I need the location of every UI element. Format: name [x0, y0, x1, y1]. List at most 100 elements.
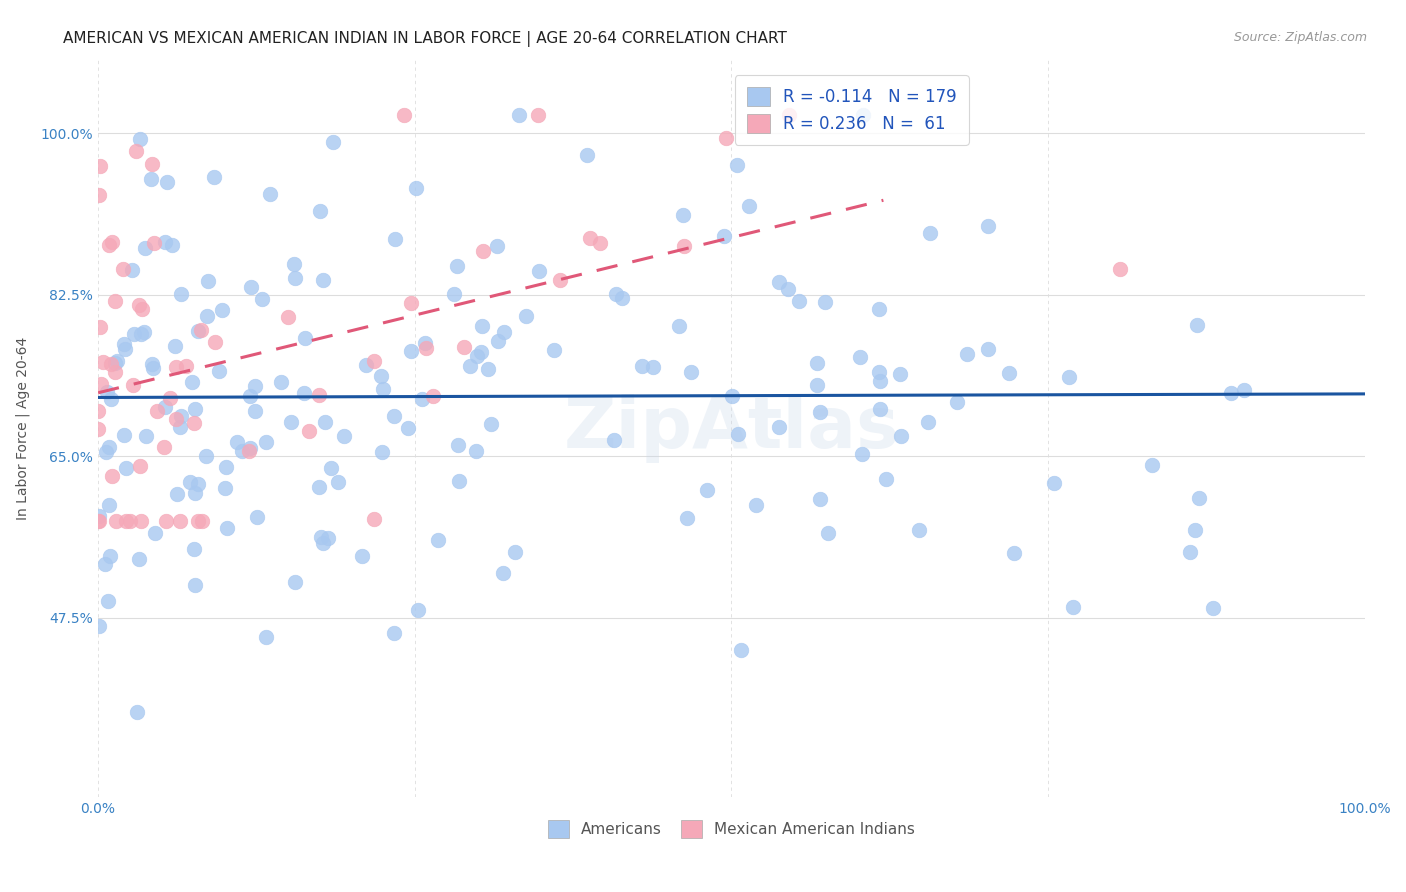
- Point: [589, 235, 612, 250]
- Point: [716, 131, 738, 145]
- Point: [105, 354, 128, 368]
- Point: [449, 474, 471, 488]
- Point: [98, 549, 121, 563]
- Point: [90, 376, 112, 391]
- Point: [956, 347, 979, 361]
- Point: [132, 325, 155, 339]
- Point: [977, 342, 1000, 356]
- Legend: Americans, Mexican American Indians: Americans, Mexican American Indians: [540, 813, 922, 845]
- Point: [308, 480, 330, 494]
- Point: [254, 630, 277, 644]
- Point: [294, 330, 316, 344]
- Point: [141, 156, 163, 170]
- Point: [112, 428, 135, 442]
- Point: [492, 326, 515, 340]
- Point: [284, 575, 307, 590]
- Point: [184, 401, 207, 416]
- Point: [294, 386, 316, 401]
- Point: [308, 388, 330, 402]
- Point: [243, 379, 266, 393]
- Point: [316, 532, 339, 546]
- Point: [87, 514, 110, 528]
- Point: [851, 447, 873, 461]
- Point: [283, 257, 305, 271]
- Point: [104, 356, 127, 370]
- Point: [486, 334, 509, 348]
- Point: [98, 498, 121, 512]
- Point: [254, 435, 277, 450]
- Point: [1109, 262, 1132, 277]
- Point: [238, 389, 260, 403]
- Point: [868, 365, 890, 379]
- Point: [197, 274, 219, 288]
- Point: [889, 367, 911, 381]
- Point: [143, 526, 166, 541]
- Point: [579, 231, 602, 245]
- Point: [464, 443, 486, 458]
- Point: [1184, 523, 1206, 537]
- Point: [112, 262, 135, 277]
- Point: [114, 342, 136, 356]
- Point: [575, 148, 598, 162]
- Point: [492, 566, 515, 580]
- Point: [485, 239, 508, 253]
- Point: [98, 440, 121, 454]
- Point: [806, 356, 828, 370]
- Point: [128, 552, 150, 566]
- Point: [869, 375, 891, 389]
- Point: [515, 309, 537, 323]
- Point: [768, 419, 790, 434]
- Point: [129, 131, 152, 145]
- Point: [181, 375, 204, 389]
- Point: [529, 264, 551, 278]
- Point: [190, 323, 212, 337]
- Point: [326, 475, 349, 489]
- Point: [813, 294, 835, 309]
- Point: [453, 340, 475, 354]
- Point: [174, 359, 197, 373]
- Point: [977, 219, 1000, 233]
- Point: [1057, 370, 1080, 384]
- Point: [159, 392, 181, 406]
- Point: [470, 344, 492, 359]
- Point: [408, 603, 430, 617]
- Point: [139, 172, 162, 186]
- Point: [713, 228, 735, 243]
- Point: [152, 441, 174, 455]
- Point: [422, 389, 444, 403]
- Point: [100, 392, 122, 406]
- Point: [101, 235, 124, 249]
- Point: [350, 549, 373, 563]
- Point: [120, 514, 142, 528]
- Point: [479, 417, 502, 431]
- Point: [477, 361, 499, 376]
- Point: [1180, 545, 1202, 559]
- Point: [214, 481, 236, 495]
- Point: [104, 293, 127, 308]
- Point: [671, 208, 693, 222]
- Point: [239, 279, 262, 293]
- Point: [184, 486, 207, 500]
- Point: [142, 235, 165, 250]
- Point: [631, 359, 654, 374]
- Point: [907, 524, 929, 538]
- Point: [808, 492, 831, 507]
- Point: [508, 108, 530, 122]
- Point: [875, 472, 897, 486]
- Point: [852, 108, 875, 122]
- Point: [115, 461, 138, 475]
- Point: [121, 263, 143, 277]
- Point: [354, 358, 377, 372]
- Point: [768, 275, 790, 289]
- Point: [869, 401, 891, 416]
- Point: [89, 618, 111, 632]
- Point: [87, 422, 110, 436]
- Point: [129, 326, 152, 341]
- Point: [169, 514, 191, 528]
- Point: [405, 181, 427, 195]
- Point: [194, 450, 217, 464]
- Point: [370, 369, 392, 384]
- Point: [721, 389, 744, 403]
- Point: [427, 533, 450, 547]
- Point: [918, 226, 941, 240]
